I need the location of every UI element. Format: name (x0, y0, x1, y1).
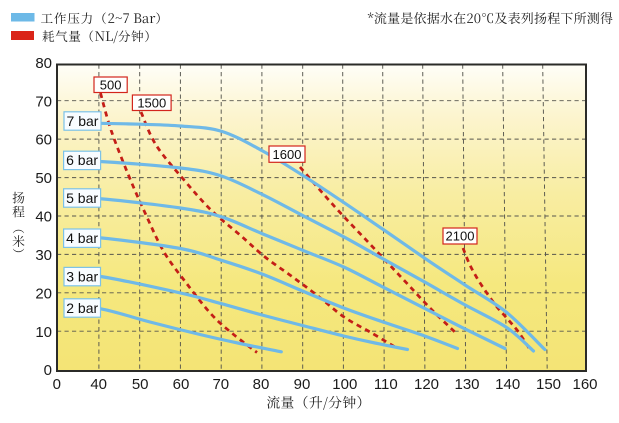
svg-text:扬: 扬 (12, 187, 25, 206)
svg-text:110: 110 (374, 376, 398, 393)
svg-text:︵: ︵ (12, 220, 24, 237)
svg-text:80: 80 (253, 376, 270, 393)
svg-text:4 bar: 4 bar (66, 230, 98, 246)
svg-text:耗气量（NL/分钟）: 耗气量（NL/分钟） (42, 26, 157, 45)
svg-text:2100: 2100 (446, 229, 475, 244)
svg-text:140: 140 (495, 376, 520, 393)
svg-text:6 bar: 6 bar (66, 152, 98, 168)
svg-text:40: 40 (35, 209, 52, 226)
svg-text:5 bar: 5 bar (66, 190, 98, 206)
svg-text:40: 40 (90, 376, 107, 393)
svg-text:程: 程 (12, 201, 25, 220)
svg-text:0: 0 (53, 376, 61, 393)
svg-text:70: 70 (35, 93, 52, 110)
svg-text:130: 130 (454, 376, 479, 393)
svg-text:工作压力（2~7 Bar）: 工作压力（2~7 Bar） (41, 8, 169, 27)
svg-text:米: 米 (12, 231, 25, 250)
svg-text:100: 100 (332, 376, 357, 393)
svg-text:*流量是依据水在20℃及表列扬程下所测得: *流量是依据水在20℃及表列扬程下所测得 (368, 8, 614, 27)
svg-text:7 bar: 7 bar (67, 113, 99, 129)
svg-text:20: 20 (35, 285, 52, 302)
svg-text:流量（升/分钟）: 流量（升/分钟） (266, 392, 370, 412)
svg-text:70: 70 (212, 376, 229, 393)
svg-text:1600: 1600 (273, 147, 302, 162)
svg-text:10: 10 (35, 324, 52, 341)
svg-text:50: 50 (132, 376, 149, 393)
svg-text:500: 500 (100, 77, 122, 92)
svg-text:50: 50 (35, 170, 52, 187)
svg-text:160: 160 (572, 376, 597, 393)
svg-text:90: 90 (294, 376, 311, 393)
svg-text:80: 80 (35, 55, 52, 72)
svg-text:0: 0 (44, 362, 52, 379)
svg-text:30: 30 (35, 247, 52, 264)
svg-text:1500: 1500 (137, 95, 166, 110)
svg-text:120: 120 (414, 376, 439, 393)
svg-text:3 bar: 3 bar (66, 268, 98, 284)
svg-text:2 bar: 2 bar (66, 300, 98, 316)
svg-text:150: 150 (536, 376, 561, 393)
svg-text:60: 60 (173, 376, 190, 393)
svg-text:︶: ︶ (12, 245, 24, 262)
svg-text:60: 60 (35, 132, 52, 149)
